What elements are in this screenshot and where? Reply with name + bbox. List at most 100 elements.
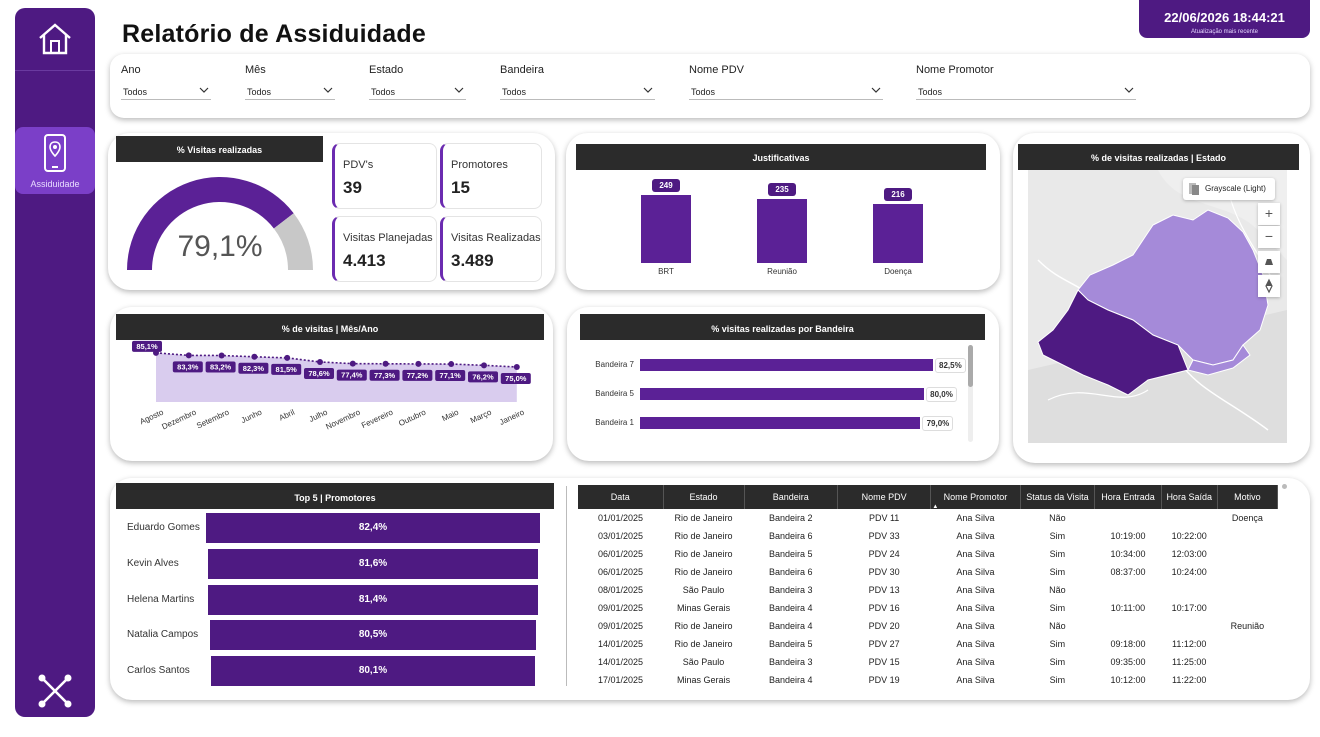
data-label: 80,0% [926,387,957,402]
network-icon[interactable] [37,673,73,709]
filter-label: Bandeira [500,64,545,76]
table-cell: Rio de Janeiro [674,531,733,541]
table-row[interactable]: 09/01/2025 Rio de Janeiro Bandeira 4 PDV 20… [578,617,1278,635]
table-cell [1095,581,1161,599]
kpi-value: 4.413 [343,251,386,270]
data-point[interactable] [448,361,455,368]
data-point[interactable] [251,353,258,360]
bar[interactable] [640,388,924,400]
table-cell [1217,635,1277,653]
bar[interactable] [207,549,539,579]
monthly-chart: 85,1%Agosto83,3%Dezembro83,2%Setembro82,… [132,340,531,431]
table-cell: Sim [1049,531,1066,541]
compass-button[interactable] [1258,275,1280,297]
data-point[interactable] [513,364,520,370]
data-point[interactable] [481,362,487,369]
table-cell [1161,509,1217,527]
bar[interactable] [210,656,536,686]
chevron-down-icon [871,87,881,93]
column-header[interactable]: Status da Visita [1020,485,1096,509]
table-row[interactable]: 01/01/2025 Rio de Janeiro Bandeira 2 PDV 11… [578,509,1278,527]
data-point[interactable] [284,354,291,361]
column-header[interactable]: Bandeira [744,485,838,509]
data-label: 83,2% [210,363,232,372]
map-view[interactable] [1028,170,1287,443]
table-cell: 08/01/2025 [598,585,644,595]
table-cell: PDV 27 [868,639,900,649]
table-cell: Sim [1049,603,1066,613]
table-row[interactable]: 08/01/2025 São Paulo Bandeira 3 PDV 13 Ana S… [578,581,1278,599]
top5-header: Top 5 | Promotores [116,483,554,509]
bandeira-scrollbar[interactable] [968,345,973,442]
table-row[interactable]: 09/01/2025 Minas Gerais Bandeira 4 PDV 16 An… [578,599,1278,617]
column-header[interactable]: Data [578,485,664,509]
filter-ano-select[interactable]: Todos [121,82,211,100]
table-cell: 06/01/2025 [598,549,644,559]
zoom-out-button[interactable]: − [1258,226,1280,248]
zoom-in-button[interactable]: + [1258,203,1280,225]
bar[interactable] [640,417,921,429]
table-cell: São Paulo [682,657,725,667]
kpi-value: 3.489 [451,251,494,270]
bar[interactable] [873,204,923,263]
data-point[interactable] [218,352,225,359]
column-header[interactable]: Nome Promotor ▲ [930,485,1021,510]
bar[interactable] [757,198,807,263]
bar[interactable] [206,513,540,543]
data-point[interactable] [415,360,422,367]
table-cell [1161,581,1217,599]
table-row[interactable]: 06/01/2025 Rio de Janeiro Bandeira 5 PDV 24… [578,545,1278,563]
map-header: % de visitas realizadas | Estado [1018,144,1299,170]
column-header[interactable]: Nome PDV [837,485,932,509]
filter-nome-promotor-select[interactable]: Todos [916,82,1136,100]
bar[interactable] [640,359,933,371]
column-header[interactable]: Hora Entrada [1094,485,1162,509]
table-cell: Sim [1049,675,1066,685]
top5-chart: Eduardo Gomes 82,4% Kevin Alves 81,6% Helena… [116,510,556,690]
table-scroll-indicator[interactable] [1282,484,1287,489]
data-point[interactable] [185,352,192,359]
data-point[interactable] [349,360,356,367]
filter-label: Ano [121,64,141,76]
kpi-visitas-planejadas: Visitas Planejadas 4.413 [332,216,437,282]
table-row[interactable]: 14/01/2025 São Paulo Bandeira 3 PDV 15 Ana S… [578,653,1278,671]
table-cell: Bandeira 6 [768,567,813,577]
table-cell: Reunião [1230,621,1265,631]
data-label-bg [402,369,433,381]
table-row[interactable]: 14/01/2025 Rio de Janeiro Bandeira 5 PDV 27… [578,635,1278,653]
filter-bandeira-select[interactable]: Todos [500,82,655,100]
filter-nome-pdv-select[interactable]: Todos [689,82,883,100]
sidebar-item-assiduidade[interactable]: Assiduidade [15,127,95,194]
data-point[interactable] [382,360,389,367]
column-header[interactable]: Hora Saída [1161,485,1218,509]
table-row[interactable]: 06/01/2025 Rio de Janeiro Bandeira 6 PDV 30… [578,563,1278,581]
data-label: 80,1% [358,665,388,676]
table-cell: 11:25:00 [1172,657,1207,667]
home-icon[interactable] [37,22,73,56]
table-cell: Ana Silva [956,567,995,577]
table-row[interactable]: 03/01/2025 Rio de Janeiro Bandeira 6 PDV 33… [578,527,1278,545]
column-header[interactable]: Motivo [1217,485,1279,509]
gauge-value: 79,1% [177,230,263,263]
table-row[interactable]: 17/01/2025 Minas Gerais Bandeira 4 PDV 19 An… [578,671,1278,689]
data-label: 82,5% [934,358,966,373]
category-label: Novembro [324,407,362,431]
table-cell: PDV 16 [868,603,900,613]
filters-panel: Ano Todos Mês Todos Estado Todos Bandeir… [110,54,1310,118]
table-cell: Minas Gerais [677,603,731,613]
sidebar-divider [15,70,95,71]
filter-mes-select[interactable]: Todos [245,82,335,100]
tilt-button[interactable] [1258,251,1280,273]
data-point[interactable] [317,358,323,365]
bandeira-chart: Bandeira 7 82,5% Bandeira 5 80,0% Bandeira 1… [580,344,970,444]
filter-estado-select[interactable]: Todos [369,82,466,100]
bar[interactable] [209,620,537,650]
bar[interactable] [208,585,538,615]
scrollbar-thumb[interactable] [968,345,973,387]
bar[interactable] [641,195,691,263]
data-label: 81,5% [276,365,298,374]
table-cell: Ana Silva [956,585,995,595]
map-style-button[interactable]: Grayscale (Light) [1183,178,1275,200]
column-header[interactable]: Estado [663,485,745,509]
data-label-bg [205,361,236,373]
